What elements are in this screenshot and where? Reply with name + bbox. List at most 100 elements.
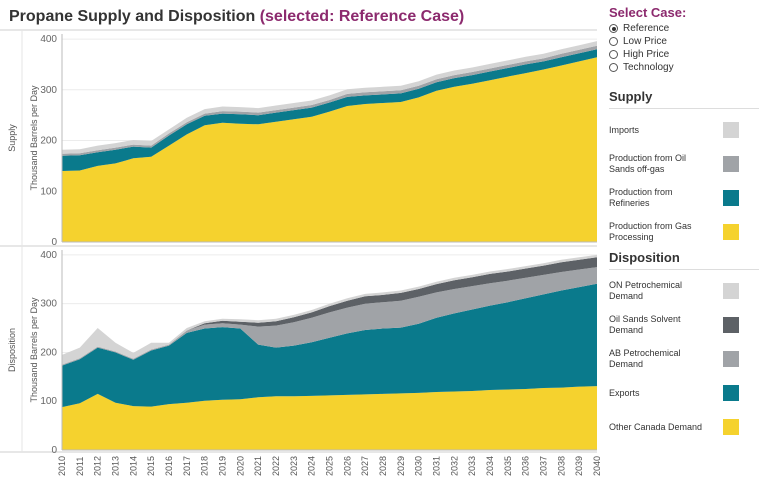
legend-swatch (723, 385, 739, 401)
panel-row-label: Supply (7, 124, 17, 152)
y-tick-label: 400 (40, 250, 57, 261)
title-selected-case: (selected: Reference Case) (259, 8, 465, 25)
legend-swatch (723, 419, 739, 435)
x-tick-label: 2014 (128, 456, 138, 476)
legend-item-refineries[interactable]: Production from Refineries (609, 181, 759, 215)
y-tick-label: 100 (40, 396, 57, 407)
x-tick-label: 2015 (146, 456, 156, 476)
y-tick-label: 0 (51, 237, 57, 248)
x-tick-label: 2029 (396, 456, 406, 476)
area-series-imports (62, 41, 597, 154)
x-tick-label: 2013 (111, 456, 121, 476)
case-option-label: High Price (623, 49, 670, 60)
legend-label: Oil Sands Solvent Demand (609, 314, 681, 335)
legend-item-imports[interactable]: Imports (609, 113, 759, 147)
page-title: Propane Supply and Disposition (selected… (9, 8, 464, 26)
legend-supply-title: Supply (609, 86, 759, 109)
y-tick-label: 300 (40, 299, 57, 310)
legend-swatch (723, 283, 739, 299)
area-series-other-canada-demand (62, 386, 597, 450)
legend-item-exports[interactable]: Exports (609, 376, 759, 410)
legend-swatch (723, 156, 739, 172)
y-tick-label: 300 (40, 85, 57, 96)
case-option-technology[interactable]: Technology (609, 61, 759, 74)
legend-item-oil-sands-solvent[interactable]: Oil Sands Solvent Demand (609, 308, 759, 342)
x-tick-label: 2028 (378, 456, 388, 476)
legend-label: AB Petrochemical Demand (609, 348, 681, 369)
stacked-area-chart: 0 100 200 300 400 Thousand Barrels per Day Sup… (0, 29, 602, 476)
x-tick-label: 2039 (574, 456, 584, 476)
x-tick-label: 2031 (432, 456, 442, 476)
x-tick-label: 2024 (307, 456, 317, 476)
x-tick-label: 2036 (521, 456, 531, 476)
legend-label: Production from Refineries (609, 187, 673, 208)
y-tick-label: 0 (51, 445, 57, 456)
legend-label: ON Petrochemical Demand (609, 280, 683, 301)
x-tick-label: 2016 (164, 456, 174, 476)
legend-supply: Supply Imports Production from Oil Sands… (609, 86, 759, 249)
panel-row-label: Disposition (7, 328, 17, 372)
x-tick-label: 2012 (93, 456, 103, 476)
y-axis-title: Thousand Barrels per Day (29, 297, 39, 403)
legend-swatch (723, 351, 739, 367)
area-series-exports (62, 283, 597, 408)
legend-label: Production from Oil Sands off-gas (609, 153, 687, 174)
legend-label: Production from Gas Processing (609, 221, 692, 242)
y-tick-label: 400 (40, 34, 57, 45)
x-tick-label: 2032 (449, 456, 459, 476)
case-option-low-price[interactable]: Low Price (609, 35, 759, 48)
x-tick-label: 2040 (592, 456, 602, 476)
case-option-label: Reference (623, 23, 670, 34)
x-tick-label: 2035 (503, 456, 513, 476)
x-tick-label: 2038 (556, 456, 566, 476)
area-series-production-from-gas-processing (62, 57, 597, 242)
x-tick-label: 2011 (75, 457, 85, 476)
legend-item-gas-processing[interactable]: Production from Gas Processing (609, 215, 759, 249)
legend-swatch (723, 122, 739, 138)
case-option-high-price[interactable]: High Price (609, 48, 759, 61)
legend-swatch (723, 317, 739, 333)
x-tick-label: 2022 (271, 456, 281, 476)
legend-label: Other Canada Demand (609, 421, 703, 432)
legend-swatch (723, 224, 739, 240)
area-series-oil-sands-solvent-demand (62, 257, 597, 365)
x-tick-label: 2010 (57, 456, 67, 476)
area-series-ab-petrochemical-demand (62, 267, 597, 366)
x-tick-label: 2021 (253, 456, 263, 476)
area-series-production-from-refineries (62, 49, 597, 172)
x-tick-label: 2025 (325, 456, 335, 476)
radio-technology[interactable] (609, 63, 618, 72)
x-tick-label: 2027 (360, 456, 370, 476)
x-tick-label: 2026 (342, 456, 352, 476)
title-main: Propane Supply and Disposition (9, 8, 256, 25)
x-tick-label: 2018 (200, 456, 210, 476)
y-tick-label: 200 (40, 347, 57, 358)
x-tick-label: 2033 (467, 456, 477, 476)
radio-low-price[interactable] (609, 37, 618, 46)
case-selector: Select Case: Reference Low Price High Pr… (609, 5, 759, 74)
x-tick-label: 2020 (235, 456, 245, 476)
y-tick-label: 200 (40, 136, 57, 147)
x-tick-label: 2019 (218, 456, 228, 476)
radio-reference[interactable] (609, 24, 618, 33)
legend-disposition: Disposition ON Petrochemical Demand Oil … (609, 247, 759, 444)
y-axis-title: Thousand Barrels per Day (29, 85, 39, 191)
case-selector-title: Select Case: (609, 5, 687, 20)
radio-high-price[interactable] (609, 50, 618, 59)
legend-item-oil-sands-offgas[interactable]: Production from Oil Sands off-gas (609, 147, 759, 181)
case-option-reference[interactable]: Reference (609, 22, 759, 35)
x-tick-label: 2030 (414, 456, 424, 476)
area-series-production-from-oil-sands-off-gas (62, 45, 597, 156)
legend-swatch (723, 190, 739, 206)
case-option-label: Low Price (623, 36, 667, 47)
legend-label: Exports (609, 387, 640, 398)
legend-item-on-petrochemical[interactable]: ON Petrochemical Demand (609, 274, 759, 308)
x-tick-label: 2023 (289, 456, 299, 476)
x-tick-label: 2017 (182, 456, 192, 476)
legend-item-other-canada[interactable]: Other Canada Demand (609, 410, 759, 444)
legend-item-ab-petrochemical[interactable]: AB Petrochemical Demand (609, 342, 759, 376)
x-tick-label: 2034 (485, 456, 495, 476)
y-tick-label: 100 (40, 186, 57, 197)
x-tick-label: 2037 (539, 456, 549, 476)
legend-label: Imports (609, 124, 640, 135)
